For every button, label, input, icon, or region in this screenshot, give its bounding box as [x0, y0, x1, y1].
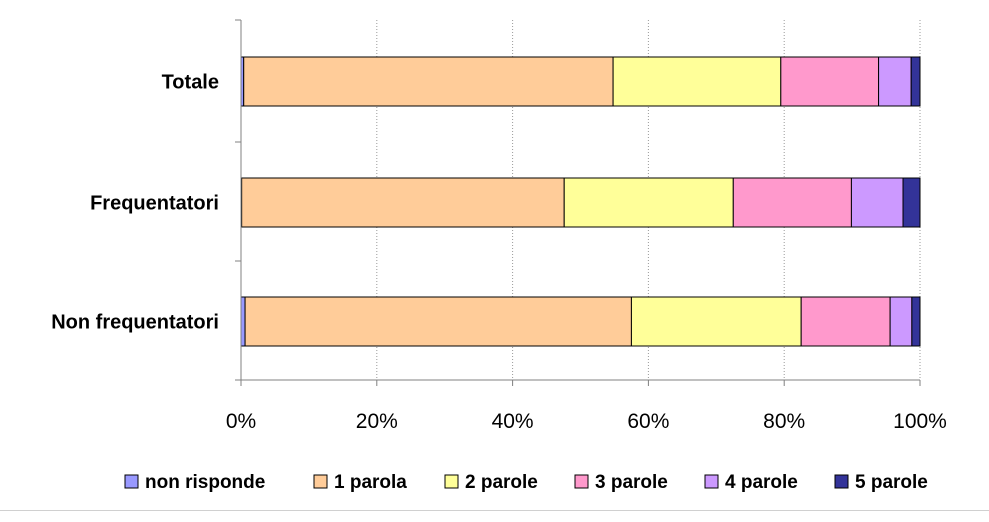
legend-swatch	[444, 474, 459, 489]
category-labels: Totale Frequentatori Non frequentatori	[51, 72, 219, 334]
x-tick-label: 0%	[226, 410, 256, 433]
bar-segment	[563, 177, 734, 228]
x-tick-label: 60%	[627, 410, 669, 433]
bar-segment	[910, 56, 921, 107]
category-label: Totale	[162, 72, 219, 94]
legend-swatch	[313, 474, 328, 489]
legend-swatch	[704, 474, 719, 489]
bar-segment	[800, 296, 891, 347]
bars-area	[240, 56, 921, 347]
legend-label: non risponde	[145, 472, 265, 493]
category-label: Non frequentatori	[51, 312, 219, 334]
bar-segment	[612, 56, 782, 107]
legend-swatch	[834, 474, 849, 489]
bar-segment	[911, 296, 921, 347]
x-tick-label: 40%	[492, 410, 534, 433]
bar-segment	[878, 56, 912, 107]
legend-swatch	[574, 474, 589, 489]
bottom-divider	[0, 510, 989, 511]
bar-segment	[889, 296, 913, 347]
legend-label: 4 parole	[725, 472, 798, 493]
bar-segment	[240, 296, 246, 347]
legend-label: 3 parole	[595, 472, 668, 493]
legend: non risponde 1 parola 2 parole 3 parole 4 pa…	[124, 472, 928, 493]
x-tick-label: 20%	[356, 410, 398, 433]
x-tick-label: 80%	[763, 410, 805, 433]
bar-segment	[241, 177, 565, 228]
bar-segment	[630, 296, 802, 347]
x-tick-labels: 0% 20% 40% 60% 80% 100%	[226, 410, 947, 433]
bar-segment	[732, 177, 852, 228]
legend-swatch	[124, 474, 139, 489]
bar-segment	[244, 296, 632, 347]
legend-label: 2 parole	[465, 472, 538, 493]
bar-segment	[850, 177, 904, 228]
category-label: Frequentatori	[90, 193, 219, 215]
axes	[235, 19, 921, 386]
legend-label: 1 parola	[334, 472, 407, 493]
bar-segment	[243, 56, 614, 107]
bar-segment	[902, 177, 921, 228]
legend-label: 5 parole	[855, 472, 928, 493]
bar-segment	[780, 56, 880, 107]
x-tick-label: 100%	[893, 410, 947, 433]
